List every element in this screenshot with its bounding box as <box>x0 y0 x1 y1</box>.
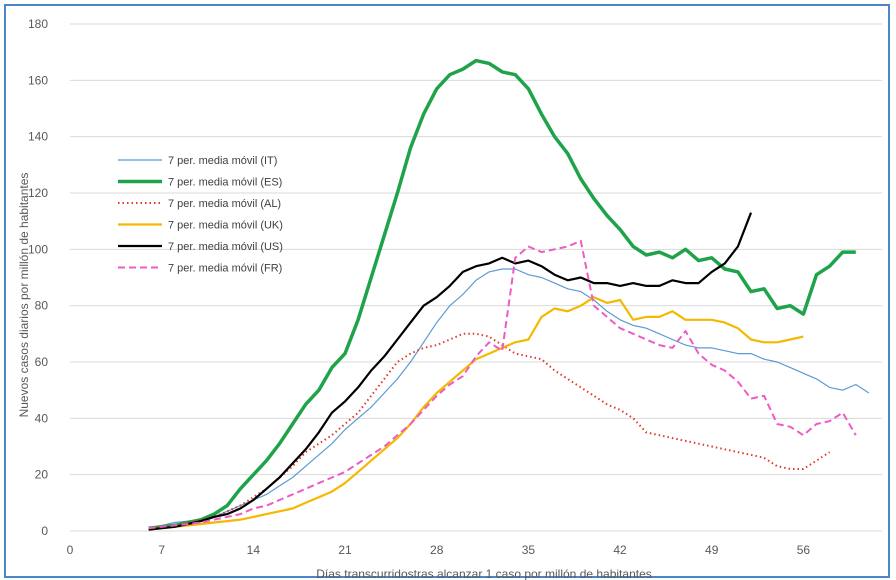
y-tick-label: 180 <box>28 17 48 31</box>
y-axis-ticks: 0 20 40 60 80 100 120 140 160 180 <box>28 17 48 538</box>
y-tick-label: 100 <box>28 242 48 256</box>
series-line-2 <box>148 332 831 530</box>
y-tick-label: 140 <box>28 130 48 144</box>
y-tick-label: 80 <box>35 299 49 313</box>
legend-label-4: 7 per. media móvil (US) <box>168 241 283 253</box>
legend-label-2: 7 per. media móvil (AL) <box>168 198 281 210</box>
series-line-5 <box>148 239 857 530</box>
x-tick-label: 49 <box>705 543 719 557</box>
x-tick-label: 28 <box>430 543 444 557</box>
y-tick-label: 120 <box>28 186 48 200</box>
legend-label-1: 7 per. media móvil (ES) <box>168 177 282 189</box>
x-tick-label: 7 <box>158 543 165 557</box>
x-tick-label: 0 <box>67 543 74 557</box>
x-axis-ticks: 0 7 14 21 28 35 42 49 56 <box>67 543 811 557</box>
series-lines <box>148 58 870 531</box>
series-line-4 <box>148 212 753 531</box>
y-axis-label: Nuevos casos diarios por millón de habit… <box>17 173 31 418</box>
y-tick-label: 20 <box>35 468 49 482</box>
series-line-3 <box>148 296 804 531</box>
y-tick-label: 160 <box>28 73 48 87</box>
series-line-0 <box>148 268 870 529</box>
x-tick-label: 14 <box>247 543 261 557</box>
x-tick-label: 42 <box>613 543 627 557</box>
series-line-1 <box>148 58 856 530</box>
legend-label-5: 7 per. media móvil (FR) <box>168 263 282 275</box>
y-tick-label: 0 <box>41 524 48 538</box>
legend-label-0: 7 per. media móvil (IT) <box>168 155 277 167</box>
legend-label-3: 7 per. media móvil (UK) <box>168 220 283 232</box>
chart-frame <box>4 4 890 578</box>
y-tick-label: 40 <box>35 411 49 425</box>
x-tick-label: 35 <box>522 543 536 557</box>
legend: 7 per. media móvil (IT) 7 per. media móvi… <box>118 155 283 275</box>
x-tick-label: 21 <box>338 543 352 557</box>
gridlines <box>70 23 882 532</box>
y-tick-label: 60 <box>35 355 49 369</box>
x-axis-label: Días transcurridostras alcanzar 1 caso p… <box>316 567 652 580</box>
x-tick-label: 56 <box>797 543 811 557</box>
